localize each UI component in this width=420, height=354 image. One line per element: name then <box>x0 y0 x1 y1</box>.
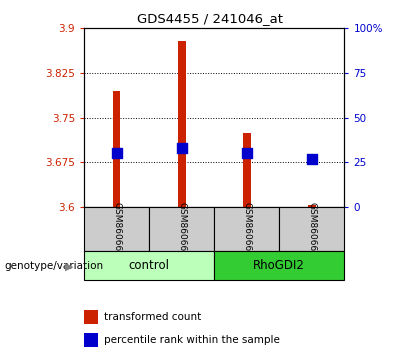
Bar <box>308 205 316 207</box>
FancyBboxPatch shape <box>279 207 344 251</box>
Bar <box>84 310 98 324</box>
Text: GSM860661: GSM860661 <box>112 202 121 257</box>
Bar <box>84 333 98 347</box>
Text: control: control <box>129 259 170 272</box>
Text: genotype/variation: genotype/variation <box>4 261 103 271</box>
FancyBboxPatch shape <box>214 251 344 280</box>
Point <box>244 151 250 156</box>
Bar <box>178 41 186 207</box>
FancyBboxPatch shape <box>149 207 214 251</box>
Text: GSM860664: GSM860664 <box>307 202 316 257</box>
Text: RhoGDI2: RhoGDI2 <box>253 259 305 272</box>
Text: percentile rank within the sample: percentile rank within the sample <box>105 335 281 346</box>
Text: transformed count: transformed count <box>105 312 202 322</box>
Text: GSM860662: GSM860662 <box>177 202 186 257</box>
Bar <box>243 133 251 207</box>
FancyBboxPatch shape <box>84 251 214 280</box>
Point <box>309 156 315 162</box>
Point <box>178 145 185 151</box>
FancyBboxPatch shape <box>84 207 149 251</box>
FancyBboxPatch shape <box>214 207 279 251</box>
Bar <box>113 91 121 207</box>
Text: GSM860663: GSM860663 <box>242 202 251 257</box>
Text: GDS4455 / 241046_at: GDS4455 / 241046_at <box>137 12 283 25</box>
Text: ▶: ▶ <box>65 261 73 271</box>
Point <box>113 151 120 156</box>
